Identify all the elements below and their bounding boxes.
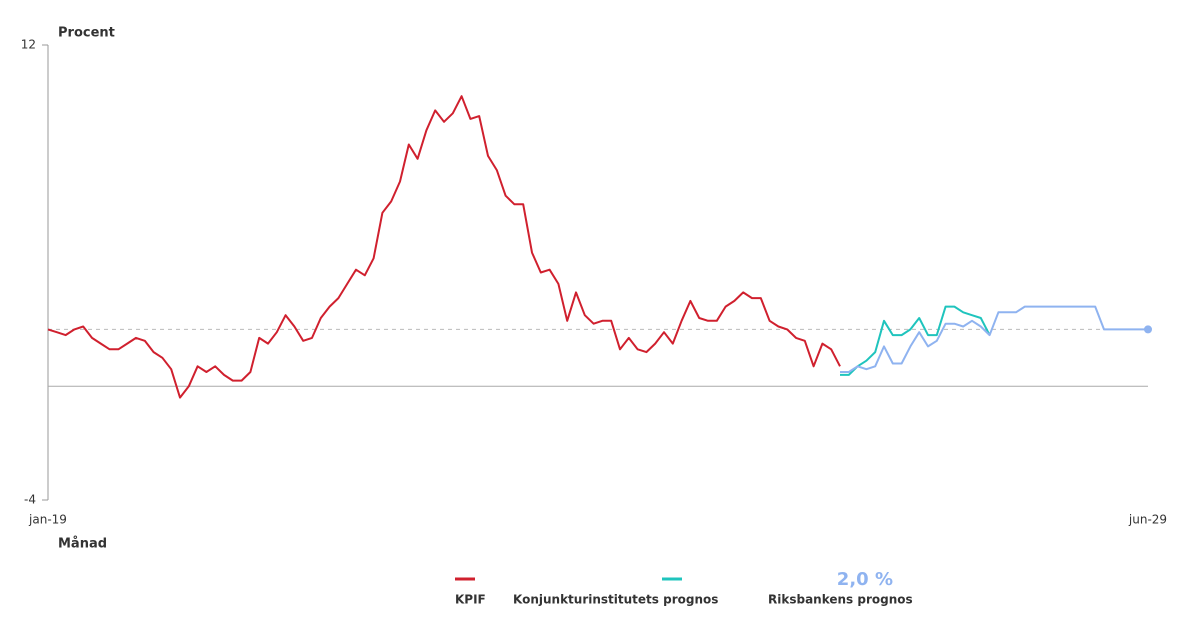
line-series — [840, 305, 991, 376]
y-tick-label: -4 — [24, 493, 36, 507]
y-axis-label: Procent — [58, 26, 115, 41]
y-tick-label: 12 — [21, 38, 36, 52]
line-series — [47, 95, 841, 399]
legend-label: Riksbankens prognos — [768, 593, 913, 607]
value-label: 2,0 % — [837, 569, 893, 590]
line-series — [840, 305, 1148, 373]
x-tick-label: jan-19 — [28, 513, 67, 527]
x-tick-label: jun-29 — [1128, 513, 1167, 527]
x-axis-label: Månad — [58, 537, 107, 552]
end-point — [1144, 325, 1152, 334]
legend-label: KPIF — [455, 593, 486, 607]
legend-label: Konjunkturinstitutets prognos — [513, 593, 718, 607]
